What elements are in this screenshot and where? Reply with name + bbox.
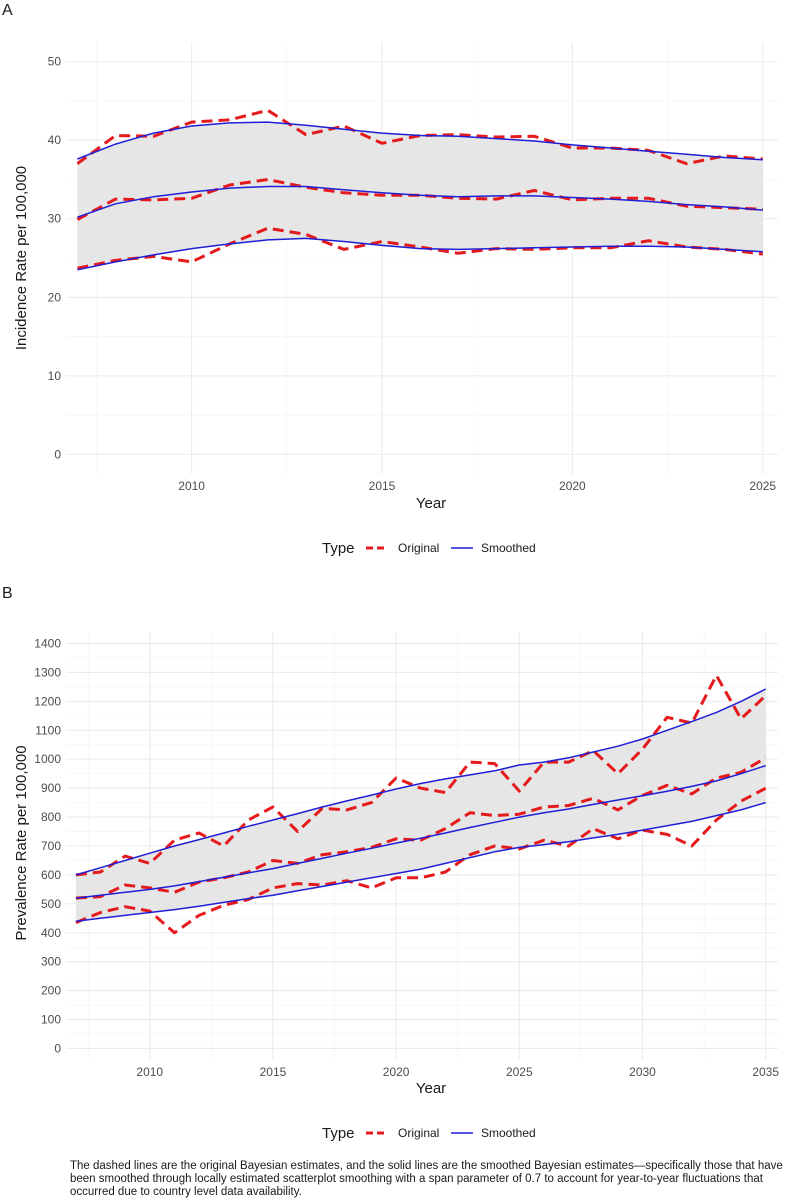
series-line-smoothed-upper [75, 688, 767, 876]
y-tick-label: 1400 [34, 637, 61, 651]
series-line-original-lower [75, 786, 767, 935]
series-line-smoothed-lower [77, 237, 763, 271]
legend-title: Type [322, 1125, 355, 1142]
legend-label-smoothed: Smoothed [481, 541, 536, 555]
y-axis-title: Prevalence Rate per 100,000 [13, 745, 30, 940]
y-tick-label: 20 [48, 290, 62, 304]
x-tick-label: 2020 [559, 479, 586, 493]
y-tick-label: 700 [41, 839, 61, 853]
panel-label: B [2, 585, 13, 602]
interval-band [75, 689, 766, 922]
y-tick-label: 0 [54, 1041, 61, 1055]
legend-label-smoothed: Smoothed [481, 1126, 536, 1140]
panel-label: A [2, 2, 13, 19]
series-line-smoothed-middle [75, 764, 766, 899]
panel-b: B 2010 2015 2020 2025 2030 2035 0 100 200 300 400… [2, 585, 779, 1142]
y-tick-label: 300 [41, 955, 61, 969]
y-tick-label: 10 [48, 369, 62, 383]
y-tick-label: 1100 [35, 723, 61, 737]
y-tick-label: 900 [41, 781, 61, 795]
y-tick-label: 1000 [34, 752, 61, 766]
y-tick-label: 400 [41, 926, 61, 940]
series-line-original-upper [75, 673, 767, 877]
legend-title: Type [322, 540, 355, 557]
x-tick-label: 2015 [260, 1065, 287, 1079]
panel-a: A 2010 2015 2020 2025 0 10 20 30 40 50 Year Inci… [2, 2, 778, 557]
x-axis-title: Year [416, 1080, 446, 1097]
x-tick-label: 2025 [506, 1065, 533, 1079]
y-axis-title: Incidence Rate per 100,000 [13, 166, 30, 350]
series-line-smoothed-lower [75, 801, 766, 922]
x-tick-label: 2010 [136, 1065, 163, 1079]
y-tick-label: 200 [41, 984, 61, 998]
y-tick-label: 800 [41, 810, 61, 824]
y-tick-label: 1300 [34, 665, 61, 679]
legend-label-original: Original [398, 541, 439, 555]
x-tick-label: 2025 [749, 479, 776, 493]
x-tick-label: 2015 [369, 479, 396, 493]
series-line-original-middle [75, 756, 767, 900]
series-line-original-middle [76, 178, 763, 221]
y-tick-label: 40 [48, 133, 62, 147]
series-line-original-upper [76, 108, 763, 166]
x-tick-label: 2030 [629, 1065, 656, 1079]
y-tick-label: 30 [48, 212, 62, 226]
x-tick-label: 2020 [383, 1065, 410, 1079]
y-tick-label: 50 [48, 55, 62, 69]
y-tick-label: 1200 [34, 694, 61, 708]
series-line-smoothed-middle [77, 185, 763, 218]
x-tick-label: 2010 [178, 479, 205, 493]
y-tick-label: 500 [41, 897, 61, 911]
x-tick-label: 2035 [752, 1065, 779, 1079]
y-tick-label: 100 [41, 1013, 61, 1027]
x-axis-title: Year [416, 495, 446, 512]
series-line-original-lower [77, 226, 763, 270]
y-tick-label: 0 [54, 447, 61, 461]
legend-label-original: Original [398, 1126, 439, 1140]
y-tick-label: 600 [41, 868, 61, 882]
legend: Type Original Smoothed [322, 1125, 536, 1142]
legend: Type Original Smoothed [322, 540, 536, 557]
series-line-smoothed-upper [77, 121, 763, 161]
figure-caption: The dashed lines are the original Bayesi… [70, 1160, 783, 1198]
